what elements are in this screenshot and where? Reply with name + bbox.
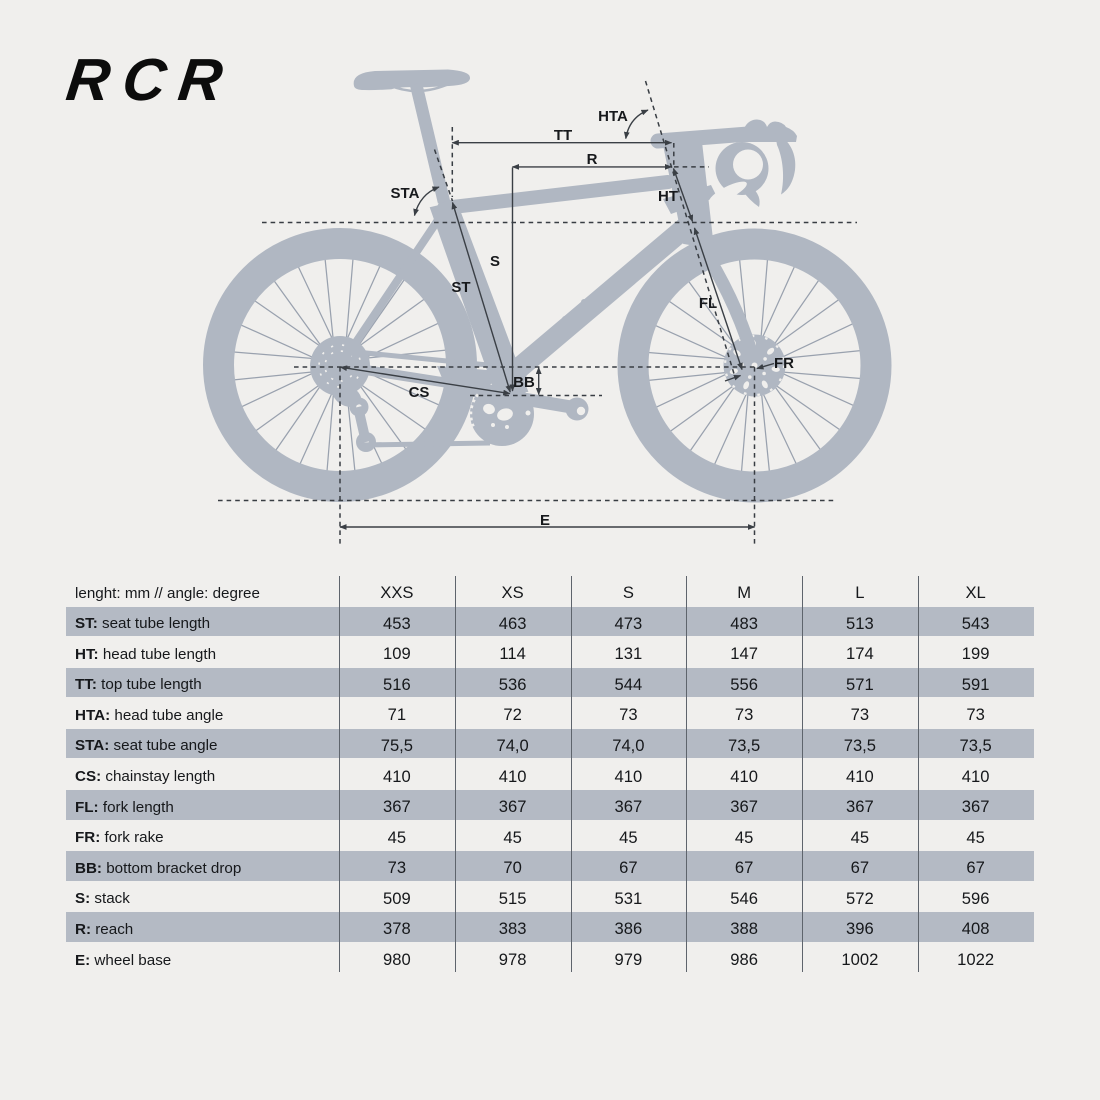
svg-text:HTA: HTA (598, 108, 628, 125)
svg-text:E: E (540, 512, 550, 529)
svg-text:HT: HT (658, 188, 678, 205)
svg-text:ST: ST (451, 279, 470, 296)
svg-text:FR: FR (774, 355, 794, 372)
svg-text:STA: STA (391, 185, 420, 202)
svg-text:TT: TT (554, 127, 572, 144)
svg-text:R: R (587, 151, 598, 168)
svg-text:S: S (490, 253, 500, 270)
svg-text:CS: CS (409, 384, 430, 401)
svg-text:FL: FL (699, 295, 717, 312)
svg-text:BB: BB (513, 374, 535, 391)
